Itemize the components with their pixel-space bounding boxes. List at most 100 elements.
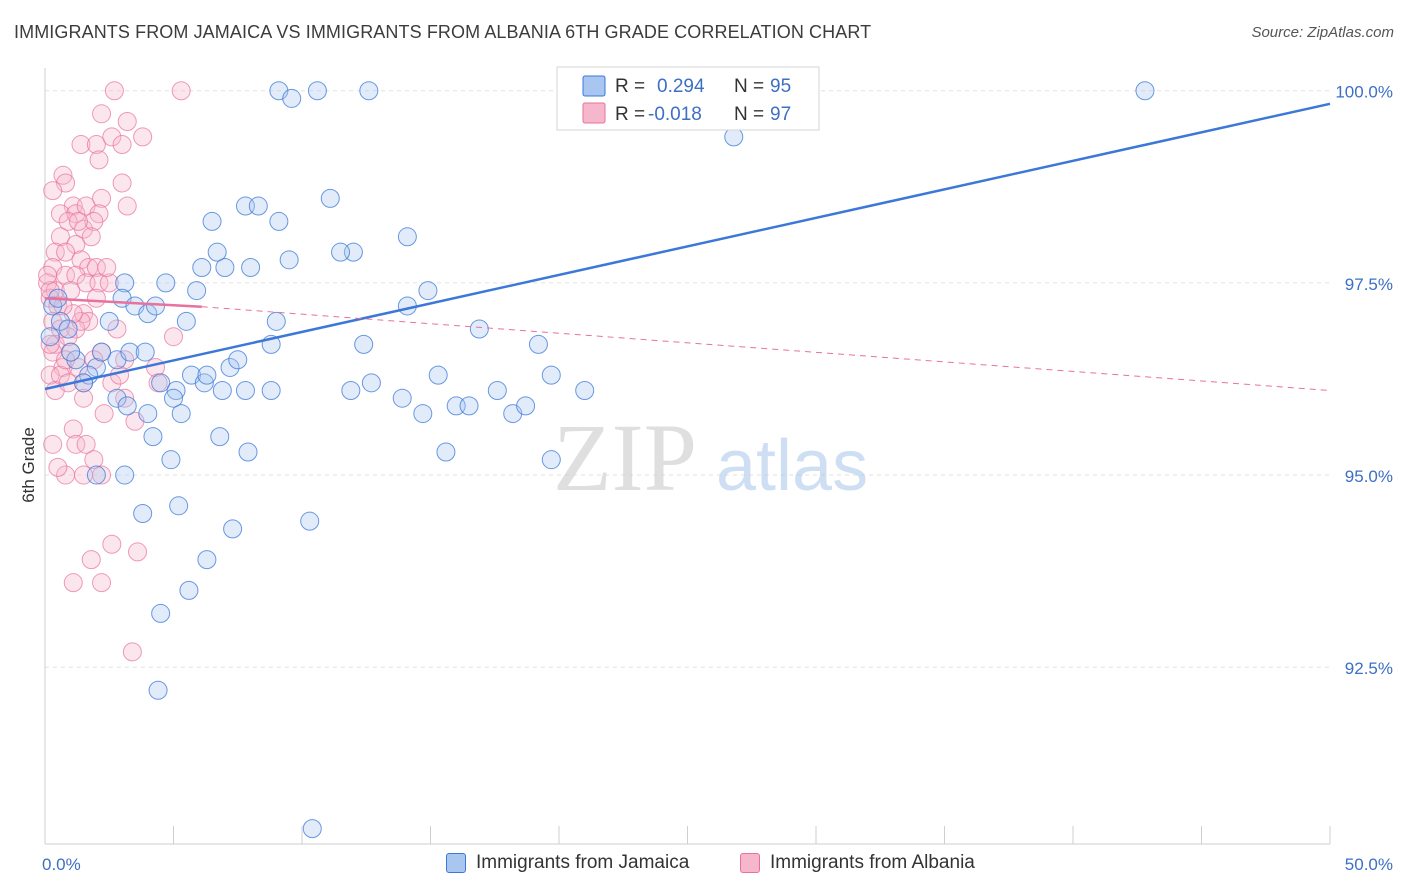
albania-point: [117, 111, 137, 131]
jamaica-point: [187, 281, 207, 301]
legend-label-albania: Immigrants from Albania: [770, 852, 975, 873]
legend-label-jamaica: Immigrants from Jamaica: [476, 852, 690, 873]
albania-point: [92, 573, 112, 593]
chart-source: Source: ZipAtlas.com: [1251, 24, 1394, 41]
jamaica-point: [166, 381, 186, 401]
albania-point: [94, 404, 114, 424]
y-tick-label: 97.5%: [1345, 275, 1393, 294]
watermark-zip: ZIP: [553, 404, 697, 511]
jamaica-point: [61, 342, 81, 362]
albania-point: [38, 273, 58, 293]
albania-point: [89, 273, 109, 293]
x-tick-label: 50.0%: [1345, 855, 1393, 874]
x-tick-label: 0.0%: [42, 855, 81, 874]
albania-point: [40, 365, 60, 385]
jamaica-point: [235, 381, 255, 401]
chart-title: IMMIGRANTS FROM JAMAICA VS IMMIGRANTS FR…: [14, 22, 872, 42]
jamaica-point: [107, 388, 127, 408]
albania-point: [63, 419, 83, 439]
albania-point: [89, 150, 109, 170]
jamaica-point: [302, 819, 322, 839]
jamaica-point: [341, 381, 361, 401]
jamaica-point: [516, 396, 536, 416]
albania-point: [43, 311, 63, 331]
albania-point: [66, 234, 86, 254]
jamaica-point: [169, 496, 189, 516]
legend-swatch-jamaica-bottom: [446, 853, 466, 873]
jamaica-point: [487, 381, 507, 401]
legend-swatch-albania-bottom: [740, 853, 760, 873]
jamaica-point: [138, 404, 158, 424]
jamaica-point: [397, 227, 417, 247]
albania-point: [107, 319, 127, 339]
jamaica-point: [135, 342, 155, 362]
albania-point: [50, 204, 70, 224]
jamaica-point: [392, 388, 412, 408]
legend-n-value-2: 97: [770, 104, 791, 125]
albania-point: [76, 434, 96, 454]
jamaica-point: [197, 365, 217, 385]
jamaica-point: [282, 88, 302, 108]
legend-item-albania[interactable]: Immigrants from Albania: [740, 852, 975, 874]
albania-point: [58, 211, 78, 231]
albania-point: [74, 388, 94, 408]
jamaica-point: [541, 450, 561, 470]
jamaica-point: [436, 442, 456, 462]
jamaica-point: [86, 465, 106, 485]
jamaica-point: [194, 373, 214, 393]
jamaica-point: [469, 319, 489, 339]
jamaica-point: [179, 580, 199, 600]
watermark-atlas: atlas: [716, 426, 868, 506]
jamaica-point: [133, 503, 153, 523]
albania-point: [104, 81, 124, 101]
jamaica-point: [307, 81, 327, 101]
albania-point: [86, 135, 106, 155]
albania-point: [84, 450, 104, 470]
albania-point: [112, 135, 132, 155]
albania-point: [66, 265, 86, 285]
albania-point: [84, 211, 104, 231]
jamaica-point: [241, 258, 261, 278]
albania-point: [63, 573, 83, 593]
legend-n-label-2: N =: [734, 104, 764, 125]
albania-point: [97, 258, 117, 278]
jamaica-point: [146, 296, 166, 316]
axes: [44, 68, 1331, 845]
albania-point: [48, 457, 68, 477]
albania-point: [66, 434, 86, 454]
grid-lines: [45, 90, 1330, 668]
jamaica-point: [261, 381, 281, 401]
albania-point: [81, 550, 101, 570]
jamaica-point: [279, 250, 299, 270]
jamaica-point: [148, 680, 168, 700]
albania-point: [56, 242, 76, 262]
jamaica-point: [269, 211, 289, 231]
jamaica-point: [161, 450, 181, 470]
legend-item-jamaica[interactable]: Immigrants from Jamaica: [446, 852, 689, 874]
albania-point: [68, 211, 88, 231]
jamaica-point: [413, 404, 433, 424]
jamaica-point: [99, 311, 119, 331]
albania-point: [99, 273, 119, 293]
albania-point: [86, 258, 106, 278]
y-tick-label: 95.0%: [1345, 467, 1393, 486]
albania-point: [50, 365, 70, 385]
jamaica-point: [428, 365, 448, 385]
albania-point: [71, 135, 91, 155]
y-tick-label: 100.0%: [1335, 83, 1393, 102]
albania-point: [66, 204, 86, 224]
jamaica-point: [212, 381, 232, 401]
albania-point: [43, 434, 63, 454]
albania-point: [92, 188, 112, 208]
jamaica-point: [171, 404, 191, 424]
jamaica-point: [215, 258, 235, 278]
legend-swatch-jamaica: [582, 75, 606, 97]
jamaica-point: [361, 373, 381, 393]
albania-point: [53, 165, 73, 185]
albania-trend-line: [44, 297, 202, 308]
albania-point: [112, 173, 132, 193]
jamaica-point: [223, 519, 243, 539]
jamaica-point: [202, 211, 222, 231]
legend-r-label-1: R =: [615, 76, 645, 97]
